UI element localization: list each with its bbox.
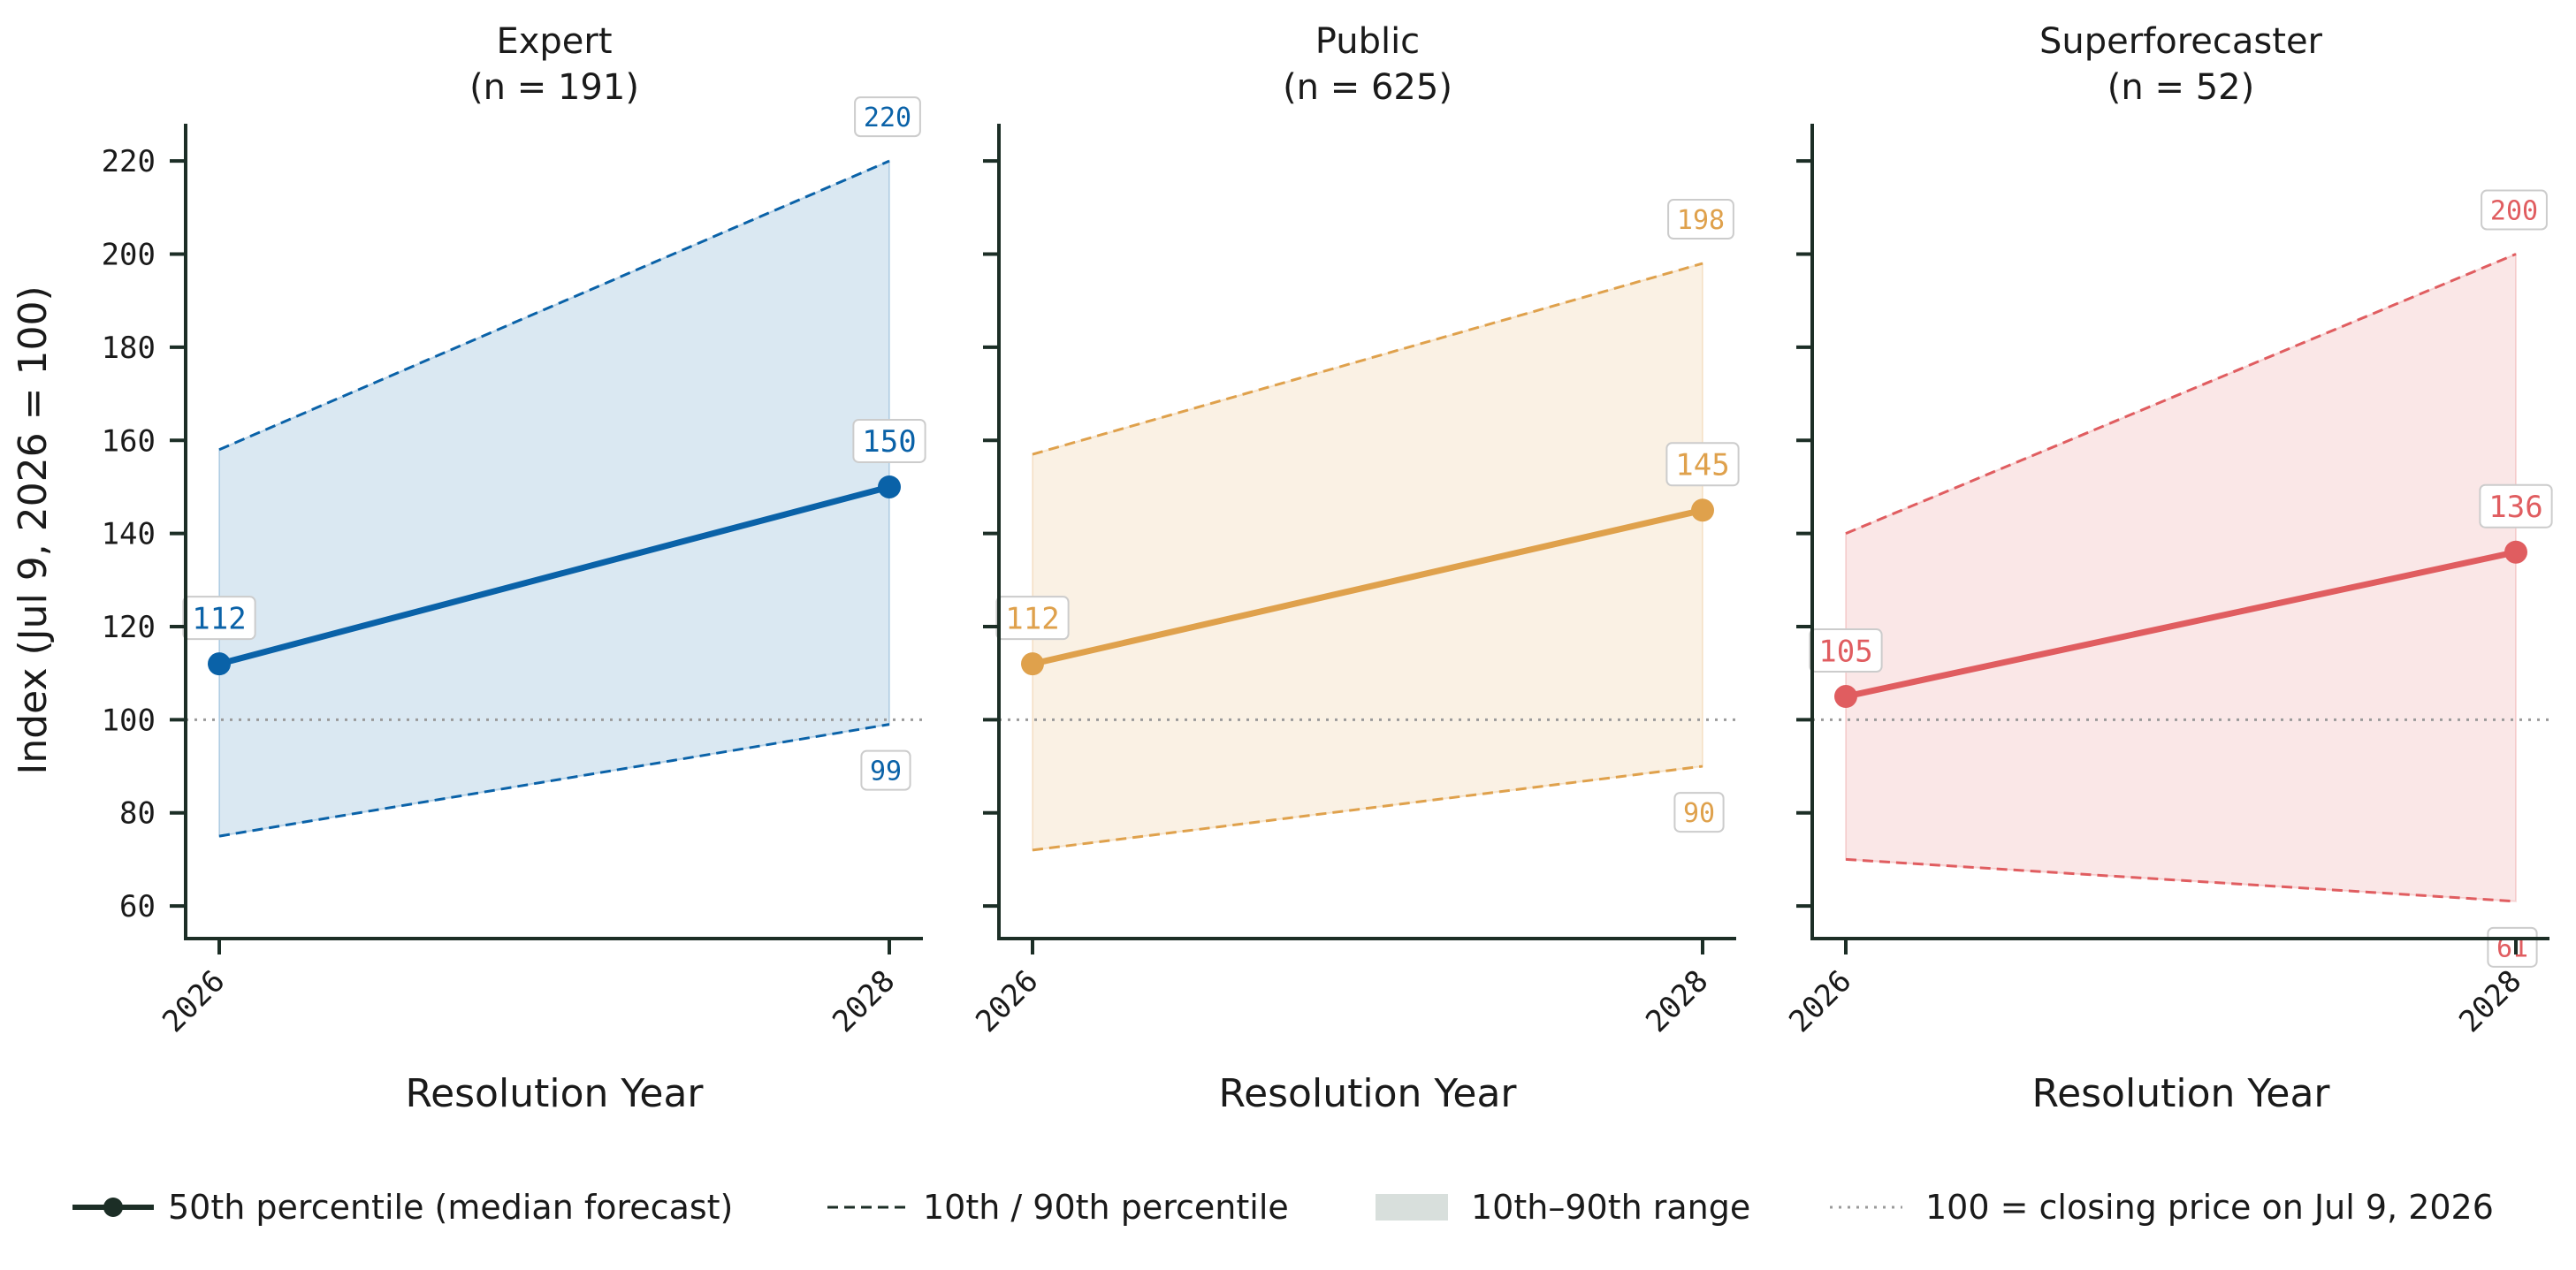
panel-subtitle: (n = 52) (2107, 67, 2254, 108)
p10-end-label: 90 (1683, 798, 1715, 829)
median-line (216, 483, 893, 667)
x-tick-label: 2026 (156, 963, 232, 1039)
legend-item-range: 10th–90th range (1376, 1188, 1750, 1227)
median-point-2028 (1691, 498, 1714, 522)
median-label-2028: 136 (2488, 490, 2542, 525)
x-tick-label: 2028 (2452, 963, 2528, 1039)
panel-subtitle: (n = 625) (1283, 67, 1452, 108)
p90-end-label: 198 (1677, 205, 1725, 236)
y-tick-label: 160 (102, 423, 156, 459)
p10-end-label-box (1673, 792, 1725, 833)
x-axis-label: Resolution Year (405, 1071, 704, 1116)
p90-end-label: 200 (2490, 195, 2538, 226)
x-tick-label: 2028 (1639, 963, 1715, 1039)
legend-label: 10th / 90th percentile (923, 1188, 1289, 1227)
legend-item-reference: 100 = closing price on Jul 9, 2026 (1830, 1188, 2494, 1227)
y-tick-label: 140 (102, 517, 156, 552)
p90-line (1032, 262, 1703, 456)
x-tick-label: 2028 (826, 963, 902, 1039)
y-tick-label: 60 (119, 889, 156, 924)
p10-line (1032, 764, 1703, 852)
p10-line (218, 723, 890, 838)
median-label-2026: 112 (1005, 601, 1059, 636)
panel-subtitle: (n = 191) (469, 67, 639, 108)
median-point-2028 (878, 475, 901, 498)
median-label-2026: 105 (1818, 634, 1872, 669)
median-label-2026-box (995, 596, 1070, 641)
median-label-2028-box (1665, 442, 1740, 487)
median-point-2026 (1834, 685, 1857, 709)
range-band (1845, 253, 2517, 902)
p90-line (1845, 253, 2517, 536)
x-axis-label: Resolution Year (1218, 1071, 1517, 1116)
panel-title: Expert (496, 21, 612, 62)
p90-end-label: 220 (864, 103, 911, 133)
y-tick-label: 180 (102, 331, 156, 366)
median-line (1029, 506, 1706, 667)
legend-label: 10th–90th range (1471, 1188, 1750, 1227)
legend: 50th percentile (median forecast) 10th / … (72, 1188, 2494, 1227)
y-axis-label: Index (Jul 9, 2026 = 100) (11, 285, 56, 774)
x-tick-label: 2026 (969, 963, 1045, 1039)
x-tick-label: 2026 (1782, 963, 1858, 1039)
median-point-2026 (208, 652, 231, 676)
y-tick-label: 80 (119, 796, 156, 832)
p10-line (1845, 857, 2517, 903)
panel-title: Superforecaster (2039, 21, 2323, 62)
panel-expert: Expert (n = 191) 112 150 220 99 60 80 100 120 140 1… (102, 21, 926, 1116)
panel-public: Public (n = 625) 112 145 198 90 2026 2028 Resolu… (969, 21, 1740, 1116)
median-label-2028: 150 (862, 424, 916, 460)
median-label-2026-box (182, 596, 256, 641)
panel-title: Public (1315, 21, 1420, 62)
x-axis-label: Resolution Year (2031, 1071, 2330, 1116)
range-band (218, 159, 890, 838)
median-line (1842, 549, 2519, 700)
median-label-2028: 145 (1675, 448, 1729, 483)
legend-item-percentile: 10th / 90th percentile (827, 1188, 1289, 1227)
legend-label: 50th percentile (median forecast) (168, 1188, 733, 1227)
legend-swatch-range (1376, 1194, 1448, 1221)
median-point-2028 (2504, 540, 2527, 564)
y-tick-label: 100 (102, 703, 156, 738)
median-label-2028-box (852, 418, 926, 463)
y-tick-label: 200 (102, 238, 156, 273)
median-label-2026: 112 (192, 601, 246, 636)
p10-end-label-box (860, 749, 911, 791)
p10-end-label: 99 (870, 756, 902, 787)
median-point-2026 (1021, 652, 1044, 676)
p90-line (218, 159, 890, 452)
range-band (1032, 262, 1703, 852)
median-label-2026-box (1809, 628, 1883, 673)
legend-item-median: 50th percentile (median forecast) (72, 1188, 733, 1227)
legend-swatch-median-dot (103, 1198, 123, 1217)
legend-label: 100 = closing price on Jul 9, 2026 (1925, 1188, 2494, 1227)
p90-end-label-box (854, 96, 921, 138)
median-label-2028-box (2479, 483, 2553, 529)
y-tick-label: 120 (102, 610, 156, 645)
p90-end-label-box (2481, 189, 2548, 231)
y-tick-label: 220 (102, 144, 156, 179)
p90-end-label-box (1667, 199, 1734, 240)
